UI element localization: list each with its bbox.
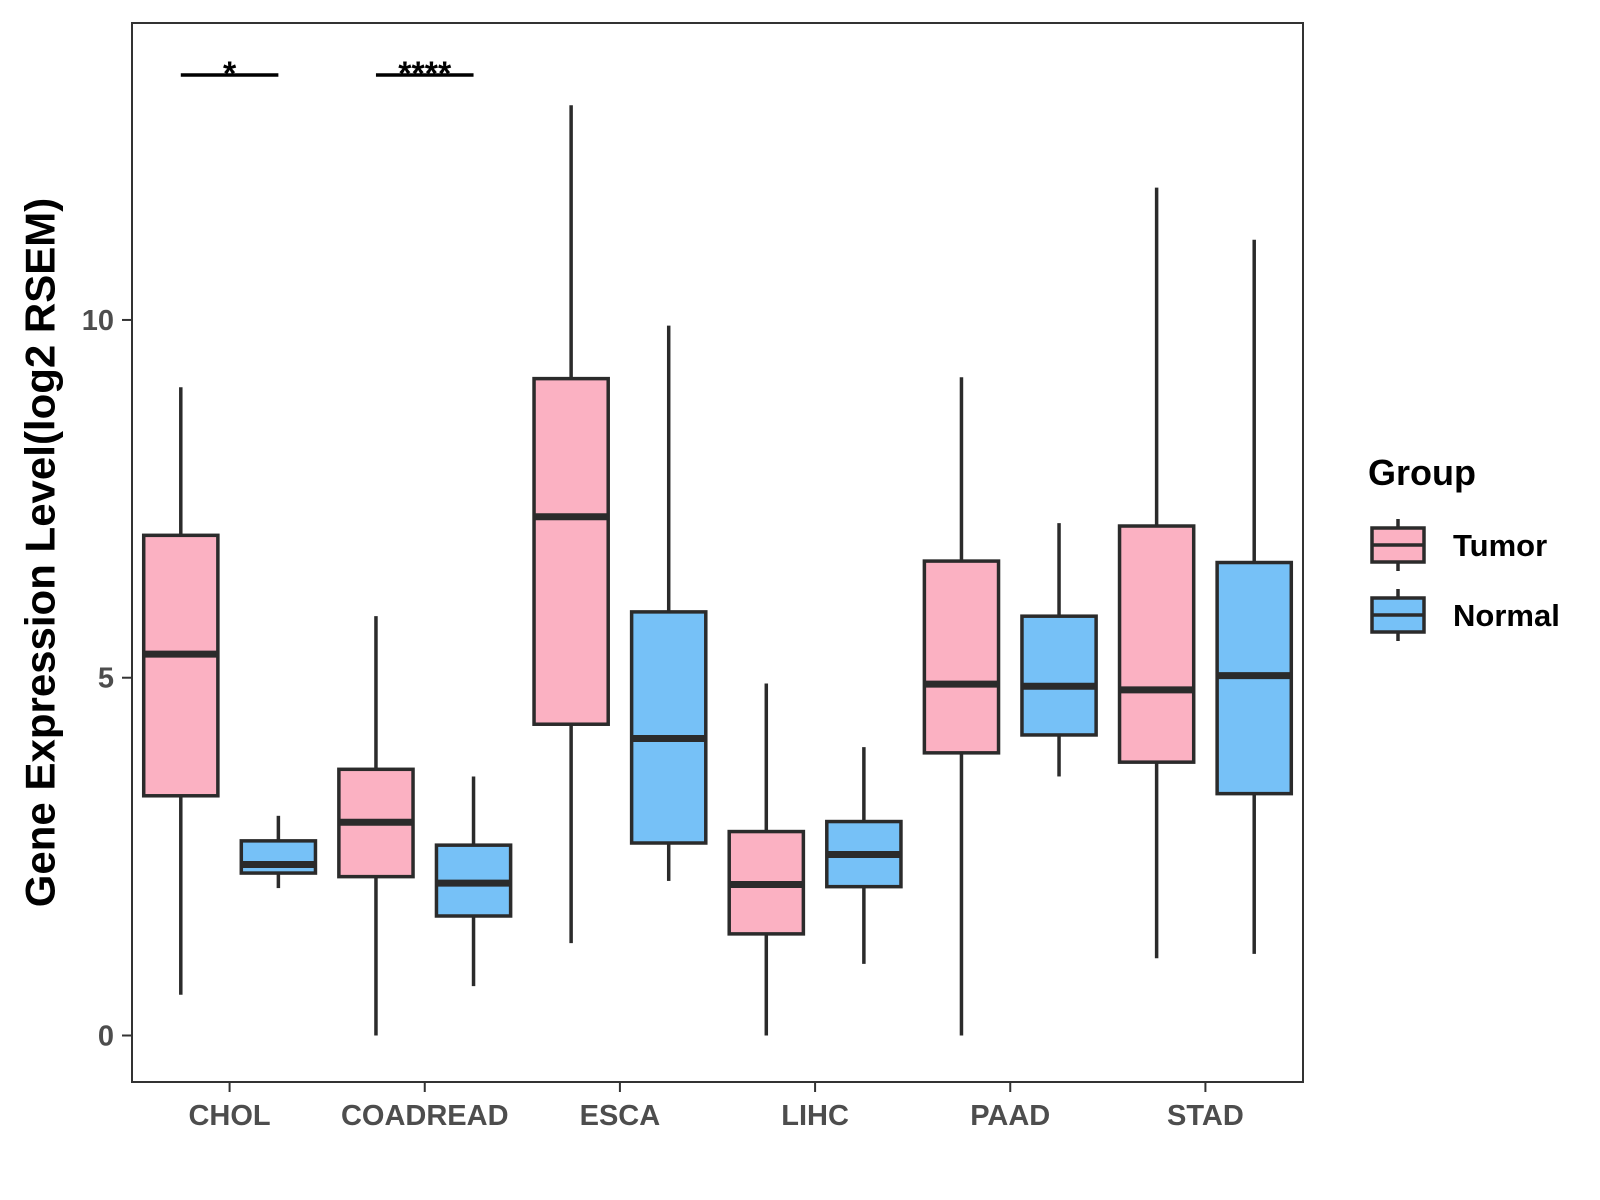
x-tick-label: COADREAD (341, 1100, 509, 1132)
significance-chol: * (180, 55, 279, 93)
significance-label: **** (398, 55, 452, 93)
x-tick-label: CHOL (188, 1100, 270, 1132)
box-stad-normal (1215, 239, 1294, 954)
box-esca-tumor (532, 105, 610, 944)
significance-layer: * **** (180, 55, 474, 93)
box-chol-tumor (141, 387, 220, 995)
box-body (1117, 524, 1196, 764)
box-esca-normal (629, 325, 708, 881)
y-tick-label: 5 (98, 663, 114, 695)
box-body (141, 533, 220, 798)
y-tick-label: 0 (98, 1020, 114, 1052)
x-tick-label: PAAD (970, 1100, 1050, 1132)
x-tick-label: LIHC (781, 1100, 849, 1132)
legend-title: Group (1368, 452, 1476, 493)
boxes-layer (141, 105, 1294, 1036)
box-body (922, 559, 1001, 755)
significance-label: * (223, 55, 237, 93)
axes-layer: 0 5 10 CHOL COADREAD ESCA LIHC PAAD STAD (82, 305, 1244, 1132)
box-coadread-tumor (337, 616, 415, 1036)
box-paad-normal (1020, 523, 1098, 777)
legend: Group Tumor Normal (1368, 452, 1560, 641)
box-body (239, 839, 318, 875)
box-chol-normal (239, 815, 318, 889)
legend-label: Tumor (1453, 528, 1547, 563)
box-paad-tumor (922, 377, 1001, 1036)
y-tick-label: 10 (82, 305, 114, 337)
x-tick-label: ESCA (580, 1100, 661, 1132)
box-body (629, 610, 708, 845)
legend-item-tumor: Tumor (1370, 519, 1547, 571)
x-tick-label: STAD (1167, 1100, 1244, 1132)
box-coadread-normal (434, 776, 513, 987)
significance-coadread: **** (375, 55, 474, 93)
box-stad-tumor (1117, 187, 1196, 959)
legend-label: Normal (1453, 598, 1560, 633)
box-lihc-tumor (727, 683, 806, 1036)
y-axis-title: Gene Expression Level(log2 RSEM) (17, 198, 64, 908)
panel-border (131, 22, 1304, 1083)
box-lihc-normal (825, 747, 903, 964)
legend-item-normal: Normal (1370, 589, 1560, 641)
box-body (532, 376, 610, 726)
box-body (1020, 614, 1098, 737)
